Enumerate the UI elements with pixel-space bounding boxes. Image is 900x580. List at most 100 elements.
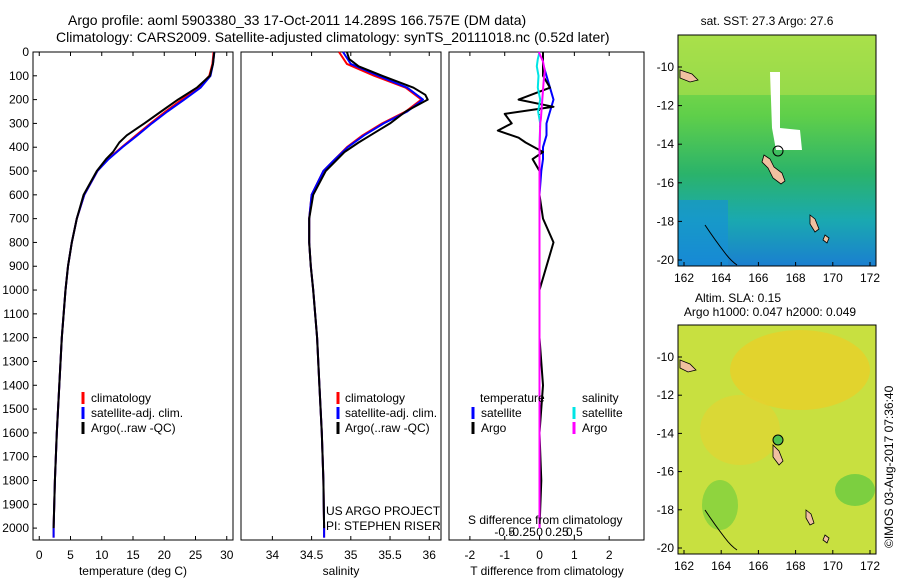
figure-title-line1: Argo profile: aoml 5903380_33 17-Oct-201… bbox=[68, 12, 527, 28]
y-tick-label: 1800 bbox=[2, 473, 29, 487]
x-tick-label: 34.5 bbox=[300, 548, 324, 562]
y-tick-label: 1300 bbox=[2, 354, 29, 368]
y-tick-label: 1700 bbox=[2, 450, 29, 464]
argo-float-marker bbox=[772, 145, 784, 157]
legend-label-temp-argo: Argo bbox=[481, 421, 507, 435]
map-x-tick-label: 166 bbox=[748, 271, 768, 285]
y-tick-label: 1400 bbox=[2, 378, 29, 392]
top-x-tick-label: -0.5 bbox=[494, 525, 515, 539]
difference-legend: temperature salinity satellite Argo sate… bbox=[468, 391, 623, 527]
x-tick-label: 0 bbox=[536, 548, 543, 562]
temperature-legend: climatology satellite-adj. clim. Argo(..… bbox=[81, 391, 183, 435]
y-tick-label: 500 bbox=[9, 164, 29, 178]
map-x-tick-label: 170 bbox=[823, 271, 843, 285]
map-y-tick-label: -20 bbox=[657, 253, 675, 267]
salinity-panel: 34 34.5 35 35.5 36 bbox=[240, 51, 442, 562]
map-x-tick-label: 164 bbox=[711, 559, 731, 573]
sst-cool-patch bbox=[678, 200, 728, 266]
y-tick-label: 100 bbox=[9, 69, 29, 83]
island-solomon-sst bbox=[679, 69, 699, 83]
temperature-panel: 0 5 10 15 20 25 300100200300400500600700800900… bbox=[2, 45, 233, 562]
island-newcaledonia-sst bbox=[704, 224, 738, 266]
sst-map: sat. SST: 27.3 Argo: 27.6 bbox=[677, 14, 877, 267]
imos-watermark: ©IMOS 03-Aug-2017 07:36:40 bbox=[882, 385, 896, 548]
series-argo bbox=[308, 51, 429, 529]
top-x-tick-label: -0.25 bbox=[508, 525, 536, 539]
y-tick-label: 1900 bbox=[2, 497, 29, 511]
series-climatology bbox=[308, 51, 423, 538]
island-vanuatu-sst bbox=[761, 154, 830, 244]
map-x-tick-label: 162 bbox=[674, 559, 694, 573]
sla-low-patch-2 bbox=[702, 480, 738, 530]
legend-label-sal-argo: Argo bbox=[582, 421, 608, 435]
island-newcaledonia-sla bbox=[704, 509, 738, 551]
sla-map-title-line1: Altim. SLA: 0.15 bbox=[695, 291, 781, 305]
legend-label-climatology: climatology bbox=[91, 391, 151, 405]
map-y-tick-label: -10 bbox=[657, 350, 675, 364]
x-tick-label: 35 bbox=[344, 548, 358, 562]
pi-annotation: PI: STEPHEN RISER bbox=[326, 519, 441, 533]
map-x-tick-label: 170 bbox=[823, 559, 843, 573]
y-tick-label: 200 bbox=[9, 93, 29, 107]
legend-label-temp-satellite: satellite bbox=[481, 406, 522, 420]
map-y-tick-label: -10 bbox=[657, 60, 675, 74]
map-y-tick-label: -12 bbox=[657, 99, 675, 113]
y-tick-label: 1000 bbox=[2, 283, 29, 297]
s-difference-label: S difference from climatology bbox=[468, 513, 623, 527]
x-tick-label: 30 bbox=[220, 548, 234, 562]
salinity-xlabel: salinity bbox=[323, 564, 360, 578]
y-tick-label: 900 bbox=[9, 259, 29, 273]
y-tick-label: 800 bbox=[9, 235, 29, 249]
y-tick-label: 0 bbox=[22, 45, 29, 59]
sst-cloud-gap bbox=[770, 72, 802, 150]
map-x-tick-label: 172 bbox=[860, 559, 880, 573]
map-y-tick-label: -20 bbox=[657, 541, 675, 555]
map-y-tick-label: -18 bbox=[657, 503, 675, 517]
island-vanuatu-sla bbox=[772, 444, 830, 544]
map-x-tick-label: 166 bbox=[748, 559, 768, 573]
x-tick-label: 36 bbox=[423, 548, 437, 562]
temperature-xlabel: temperature (deg C) bbox=[79, 564, 187, 578]
sst-map-title: sat. SST: 27.3 Argo: 27.6 bbox=[701, 14, 834, 28]
legend-title-temperature: temperature bbox=[480, 391, 545, 405]
legend-title-salinity: salinity bbox=[582, 391, 619, 405]
series-argo bbox=[52, 51, 216, 529]
map-y-tick-label: -18 bbox=[657, 214, 675, 228]
x-tick-label: 35.5 bbox=[378, 548, 402, 562]
legend-label-argo: Argo(..raw -QC) bbox=[91, 421, 176, 435]
sla-map-title-line2: Argo h1000: 0.047 h2000: 0.049 bbox=[684, 305, 856, 319]
y-tick-label: 2000 bbox=[2, 521, 29, 535]
y-tick-label: 700 bbox=[9, 212, 29, 226]
series-salinity-argo bbox=[537, 51, 546, 529]
legend-label-sal-satellite: satellite bbox=[582, 406, 623, 420]
map-y-tick-label: -14 bbox=[657, 426, 675, 440]
y-tick-label: 1600 bbox=[2, 426, 29, 440]
top-x-tick-label: 0.25 bbox=[545, 525, 569, 539]
series-temperature-satellite bbox=[538, 52, 555, 529]
x-tick-label: 25 bbox=[189, 548, 203, 562]
map-y-tick-label: -14 bbox=[657, 137, 675, 151]
y-tick-label: 400 bbox=[9, 140, 29, 154]
x-tick-label: 10 bbox=[95, 548, 109, 562]
map-x-tick-label: 172 bbox=[860, 271, 880, 285]
map-y-tick-label: -12 bbox=[657, 388, 675, 402]
sla-low-patch bbox=[835, 474, 875, 506]
legend-label-satellite: satellite-adj. clim. bbox=[91, 406, 183, 420]
island-solomon-sla bbox=[679, 359, 697, 373]
y-tick-label: 1100 bbox=[3, 307, 29, 321]
x-tick-label: 5 bbox=[67, 548, 74, 562]
argo-float-marker bbox=[772, 434, 784, 446]
y-tick-label: 300 bbox=[9, 116, 29, 130]
project-annotation: US ARGO PROJECT bbox=[326, 504, 441, 518]
legend-label-argo: Argo(..raw -QC) bbox=[345, 421, 430, 435]
top-x-tick-label: 0 bbox=[536, 525, 543, 539]
salinity-panel-frame bbox=[240, 51, 442, 541]
temperature-panel-frame bbox=[32, 51, 234, 541]
x-tick-label: 34 bbox=[266, 548, 280, 562]
y-tick-label: 600 bbox=[9, 188, 29, 202]
difference-panel-frame bbox=[448, 51, 645, 541]
salinity-legend: climatology satellite-adj. clim. Argo(..… bbox=[326, 391, 441, 533]
map-x-tick-label: 168 bbox=[786, 271, 806, 285]
